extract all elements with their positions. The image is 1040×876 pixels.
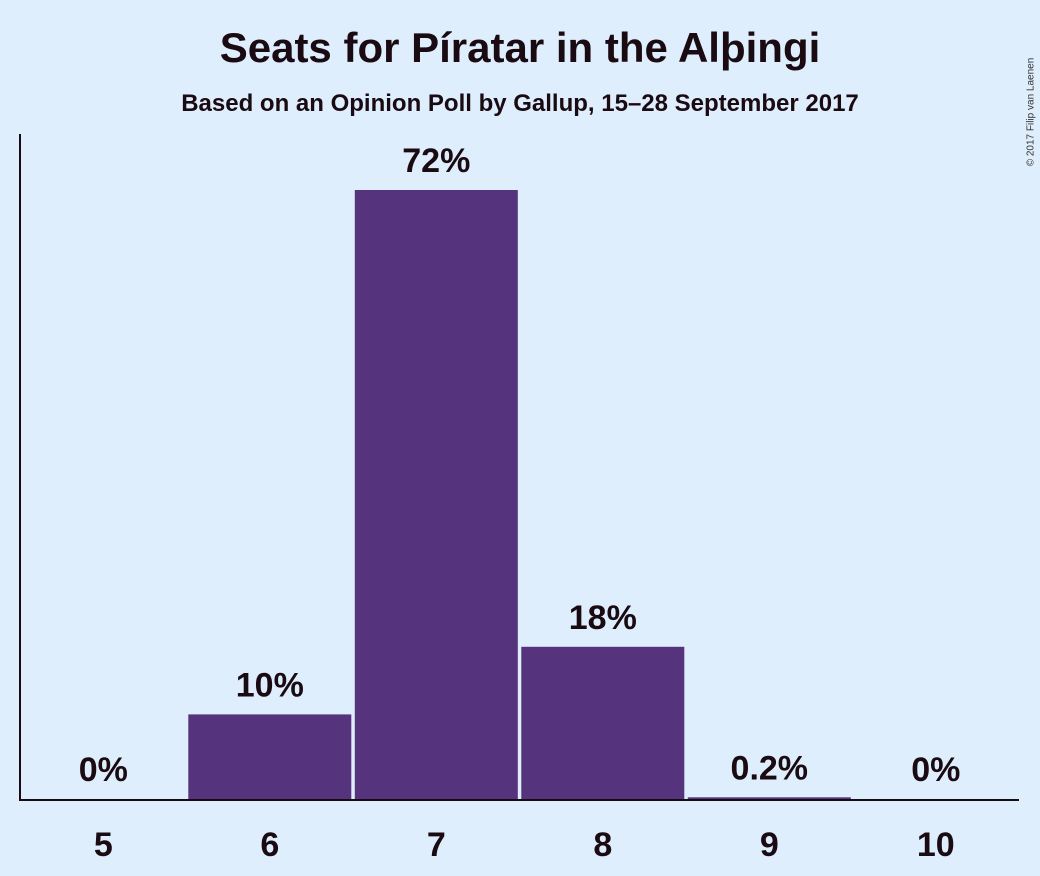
bar-6-seats: [188, 714, 352, 799]
x-tick-label-8: 8: [593, 826, 612, 864]
x-tick-labels-group: 5 6 7 8 9 10: [94, 826, 955, 864]
value-labels-group: 0% 10% 72% 18% 0.2% 0%: [79, 142, 961, 789]
value-label-9: 0.2%: [731, 749, 809, 787]
value-label-8: 18%: [569, 599, 637, 637]
bar-9-seats: [687, 797, 851, 799]
bars-group: [188, 190, 851, 800]
value-label-6: 10%: [236, 666, 304, 704]
chart-title: Seats for Píratar in the Alþingi: [219, 24, 821, 71]
x-tick-label-10: 10: [917, 826, 955, 864]
x-tick-label-5: 5: [94, 826, 113, 864]
value-label-10: 0%: [911, 751, 960, 789]
x-tick-label-7: 7: [427, 826, 446, 864]
x-tick-label-6: 6: [260, 826, 279, 864]
value-label-7: 72%: [402, 142, 470, 180]
value-label-5: 0%: [79, 751, 128, 789]
x-tick-label-9: 9: [760, 826, 779, 864]
bar-8-seats: [521, 646, 685, 800]
chart-subtitle: Based on an Opinion Poll by Gallup, 15–2…: [181, 90, 859, 117]
bar-7-seats: [354, 190, 518, 799]
